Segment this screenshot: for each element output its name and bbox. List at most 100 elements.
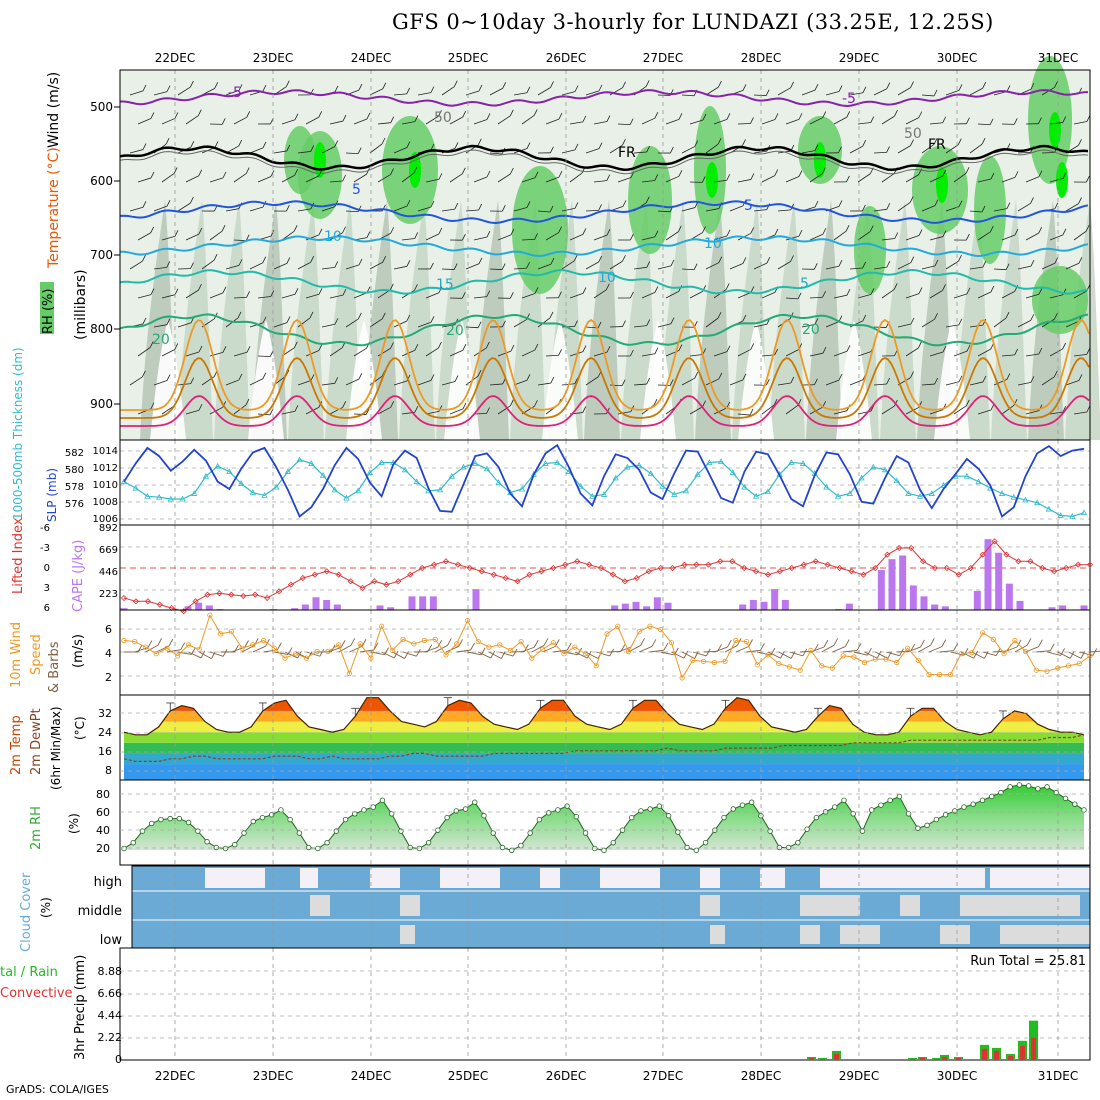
- rh-point: [324, 839, 330, 846]
- wind-barb: [689, 119, 704, 125]
- wind-speed-point: [357, 641, 363, 647]
- wind-barb-flag: [982, 318, 987, 326]
- wind-speed-point: [218, 631, 224, 637]
- thickness-point: [823, 483, 830, 490]
- rh-point: [1007, 784, 1013, 790]
- wind-barb-flag: [1078, 139, 1082, 146]
- wind10-barb: [392, 651, 405, 659]
- top-date-label-28DEC: 28DEC: [741, 51, 781, 65]
- wind-barb: [1025, 293, 1040, 299]
- isotherm-10: [120, 235, 1089, 258]
- li-point: [359, 584, 366, 592]
- wind10-barb-flag: [609, 648, 614, 657]
- wind-barb-flag: [430, 200, 435, 208]
- wind10-barb-flag: [941, 639, 947, 647]
- wind-barb: [593, 180, 607, 183]
- wind-barb: [233, 173, 247, 183]
- wind-barb-flag: [1038, 170, 1043, 177]
- wind-barb-flag: [742, 139, 746, 146]
- cloud-clear-patch: [440, 868, 500, 888]
- cloud-clear-patch: [700, 895, 720, 916]
- wind-barb-flag: [606, 174, 611, 181]
- dry-plume: [444, 320, 480, 440]
- wind-barb-flag: [510, 228, 515, 236]
- wind-barb: [681, 377, 695, 386]
- wind-barb: [441, 324, 455, 328]
- li-point: [395, 578, 402, 585]
- li-point: [442, 558, 450, 565]
- rh-point: [232, 841, 238, 848]
- wind-barb-flag: [198, 227, 203, 235]
- li-point: [431, 561, 438, 568]
- wind-speed-point: [1044, 668, 1050, 674]
- wind-barb: [225, 90, 240, 96]
- wind-barb: [609, 384, 623, 387]
- wind10-barb-flag: [276, 642, 282, 650]
- wind-barb-flag: [509, 399, 514, 407]
- wind-barb-flag: [1006, 373, 1011, 380]
- wind-barb: [929, 290, 943, 299]
- wind-speed-point: [743, 638, 750, 645]
- wind10-barb: [1014, 644, 1028, 653]
- wind-barb-flag: [702, 400, 706, 407]
- wind-barb: [665, 118, 680, 125]
- wind-barb: [489, 268, 503, 270]
- wind-barb-flag: [510, 167, 514, 175]
- rh-panel-frame: [119, 779, 1091, 866]
- rh-shade-column: [325, 200, 361, 440]
- wind-barb: [825, 379, 840, 386]
- wind-barb-flag: [342, 174, 347, 182]
- slp-tick-1010: 1010: [93, 480, 118, 491]
- rh-label: 2m RH: [29, 806, 44, 850]
- thickness-point: [273, 483, 280, 490]
- wind-barb: [1041, 318, 1055, 328]
- wind-barb-flag: [365, 408, 370, 415]
- wind10-barb: [531, 644, 545, 653]
- precip-panel-frame: [119, 947, 1091, 1061]
- wind-barb-flag: [334, 377, 339, 384]
- rh-saturated-area: [1056, 162, 1068, 198]
- wind10-barb: [166, 649, 181, 653]
- wind-barb-flag: [774, 228, 779, 236]
- precip-tick-4.44: 4.44: [98, 1009, 123, 1022]
- wind-barb-flag: [989, 225, 994, 233]
- rh-point: [130, 839, 136, 846]
- rh-point: [1072, 801, 1078, 807]
- wind-barb-flag: [294, 169, 299, 176]
- wind-barb-flag: [509, 109, 514, 116]
- wind-barb-flag: [822, 347, 827, 354]
- rh-point: [398, 828, 404, 834]
- top-date-label-29DEC: 29DEC: [839, 51, 879, 65]
- rh2m-panel: 80 60 40 20 2m RH (%): [29, 779, 1091, 866]
- wind-barb-flag: [358, 258, 363, 266]
- wind-barb: [1049, 294, 1064, 299]
- wind10-label-2: Speed: [29, 634, 44, 675]
- wind-barb-flag: [1062, 228, 1067, 236]
- wind-barb: [713, 351, 728, 357]
- cape-bar: [1048, 607, 1056, 610]
- li-point: [287, 581, 295, 588]
- wind-barb-flag: [358, 83, 363, 91]
- precip-tick-0: 0: [115, 1053, 122, 1066]
- wind-barb-flag: [798, 113, 803, 120]
- wind-barb: [705, 317, 719, 328]
- wind-barb-flag: [390, 168, 394, 175]
- rh-saturated-area: [936, 167, 948, 203]
- wind-barb: [305, 116, 319, 125]
- cloud-clear-patch: [400, 895, 420, 916]
- wind-barb-flag: [238, 84, 243, 91]
- wind-barb: [369, 88, 383, 96]
- wind-barb: [137, 347, 151, 357]
- rh-point: [628, 814, 635, 821]
- rh-point: [222, 845, 229, 852]
- rh-point: [1044, 784, 1050, 790]
- wind10-barb-flag: [899, 648, 904, 656]
- rh-point: [379, 797, 386, 804]
- rh-point: [868, 807, 875, 813]
- temp-band-3: [124, 732, 1084, 743]
- pressure-tick-500: 500: [90, 100, 113, 114]
- wind-barb-flag: [669, 379, 674, 386]
- wind-barb: [753, 323, 768, 328]
- wind-barb: [249, 147, 264, 154]
- wind-barb: [873, 88, 887, 96]
